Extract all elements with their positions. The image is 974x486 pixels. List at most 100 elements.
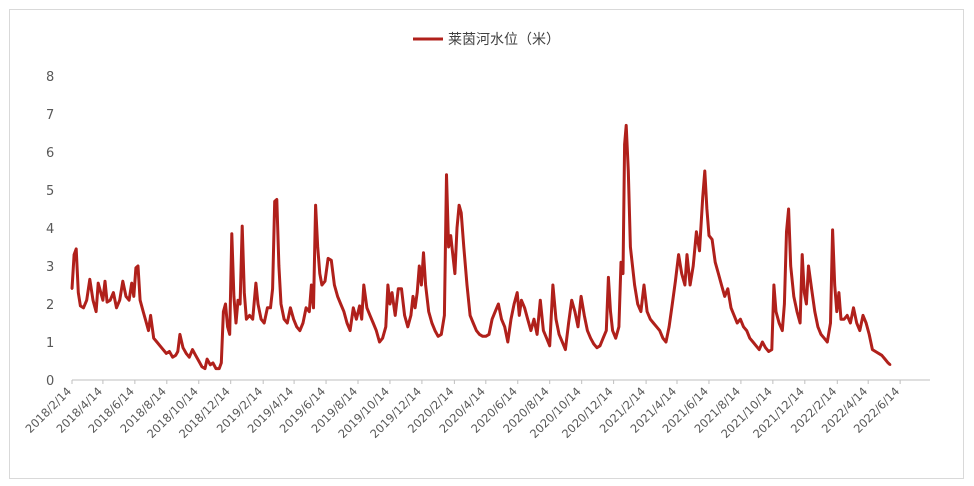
data-point [846,314,849,317]
data-point [607,276,610,279]
data-point [168,350,171,353]
data-point [619,261,623,264]
data-point [772,283,776,287]
data-point [576,325,580,328]
data-point [312,306,315,309]
data-point [286,321,289,325]
data-point [124,295,128,298]
data-point [617,325,621,328]
data-point [819,333,823,336]
legend: 莱茵河水位（米） [413,32,560,48]
data-point [671,302,674,306]
data-point [94,310,98,313]
data-point [447,245,450,249]
data-point [468,314,472,317]
data-point [409,314,413,317]
data-point [214,367,218,370]
data-point [194,354,197,357]
data-point [639,310,643,313]
data-point [171,356,174,359]
data-point [79,304,82,308]
data-point [680,272,683,275]
data-point [500,318,503,321]
data-point [472,321,475,325]
data-point [570,299,573,302]
data-point [352,306,355,309]
data-point [118,299,121,302]
data-point [512,302,516,306]
data-point [381,337,384,340]
data-point [707,234,711,237]
data-point [220,361,223,365]
data-point [232,295,236,298]
data-point [573,310,577,313]
data-point [403,314,406,317]
y-tick-label: 4 [46,222,54,237]
data-point [279,302,283,306]
data-point [158,344,162,347]
data-point [785,230,788,233]
y-tick-label: 1 [46,336,54,351]
data-point [181,346,185,349]
data-point [449,234,452,237]
data-point [248,314,251,317]
data-point [226,325,229,328]
data-point [529,329,533,332]
data-point [121,280,125,283]
legend-label: 莱茵河水位（米） [448,32,560,48]
data-point [526,318,529,321]
data-point [886,361,890,365]
data-point [561,340,564,344]
data-point [754,344,758,347]
data-point [813,310,816,313]
data-point [203,367,207,370]
data-point [136,264,140,268]
data-point [803,291,806,294]
data-point [211,361,215,365]
data-point [871,348,874,351]
data-point [758,348,761,351]
data-point [390,291,394,294]
data-point [105,300,109,304]
data-point [70,287,74,290]
y-tick-label: 8 [46,70,54,85]
data-point [259,318,263,321]
data-point [289,306,292,309]
data-point [422,251,425,254]
data-point [127,299,131,302]
data-point [623,143,626,146]
data-point [548,344,551,347]
data-point [520,299,523,302]
data-point [852,306,855,309]
data-point [358,304,361,308]
data-point [301,321,305,325]
x-axis-ticks: 2018/2/142018/4/142018/6/142018/8/142018… [23,384,903,441]
data-point [695,230,698,233]
data-point [388,302,392,306]
data-point [551,283,555,287]
data-point [386,283,390,287]
data-point [230,232,233,235]
data-point [103,280,107,283]
data-point [764,346,767,349]
data-point [792,295,795,298]
data-point [178,333,182,336]
data-point [831,228,834,232]
data-point [378,340,381,344]
data-point [273,200,276,203]
data-point [478,333,481,336]
data-point [829,321,832,325]
data-point [767,350,770,353]
data-point [218,367,221,370]
data-point [532,318,536,321]
data-point [579,295,583,298]
data-point [176,350,179,353]
data-point [375,329,378,332]
data-point [460,211,463,214]
data-point [674,280,677,283]
data-point [858,329,861,332]
data-point [787,207,790,211]
data-point [174,354,177,357]
data-point [88,278,92,281]
data-point [494,310,497,313]
